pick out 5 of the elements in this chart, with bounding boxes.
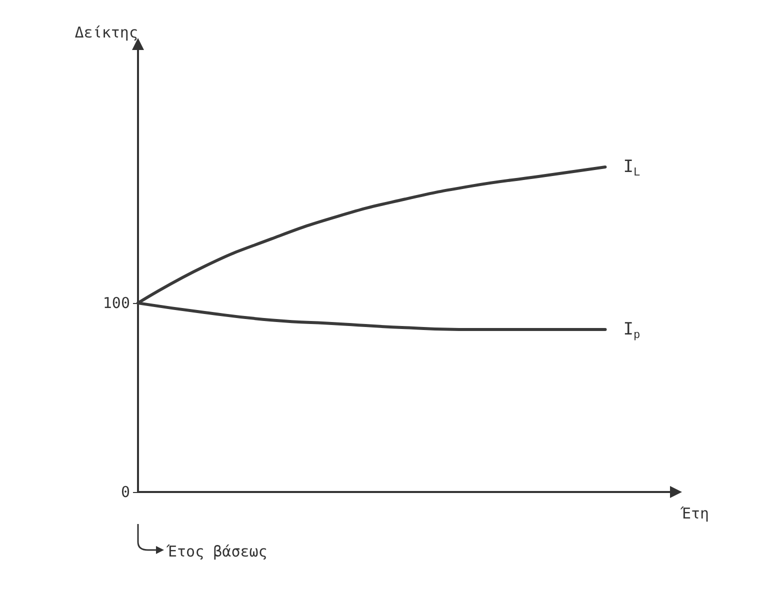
x-axis-title: Έτη xyxy=(680,504,710,522)
text: Έτος βάσεως xyxy=(166,542,268,560)
y-tick-label: 0 xyxy=(120,483,130,501)
y-axis-title: Δείκτης xyxy=(74,24,138,42)
y-tick-label: 100 xyxy=(102,294,130,312)
